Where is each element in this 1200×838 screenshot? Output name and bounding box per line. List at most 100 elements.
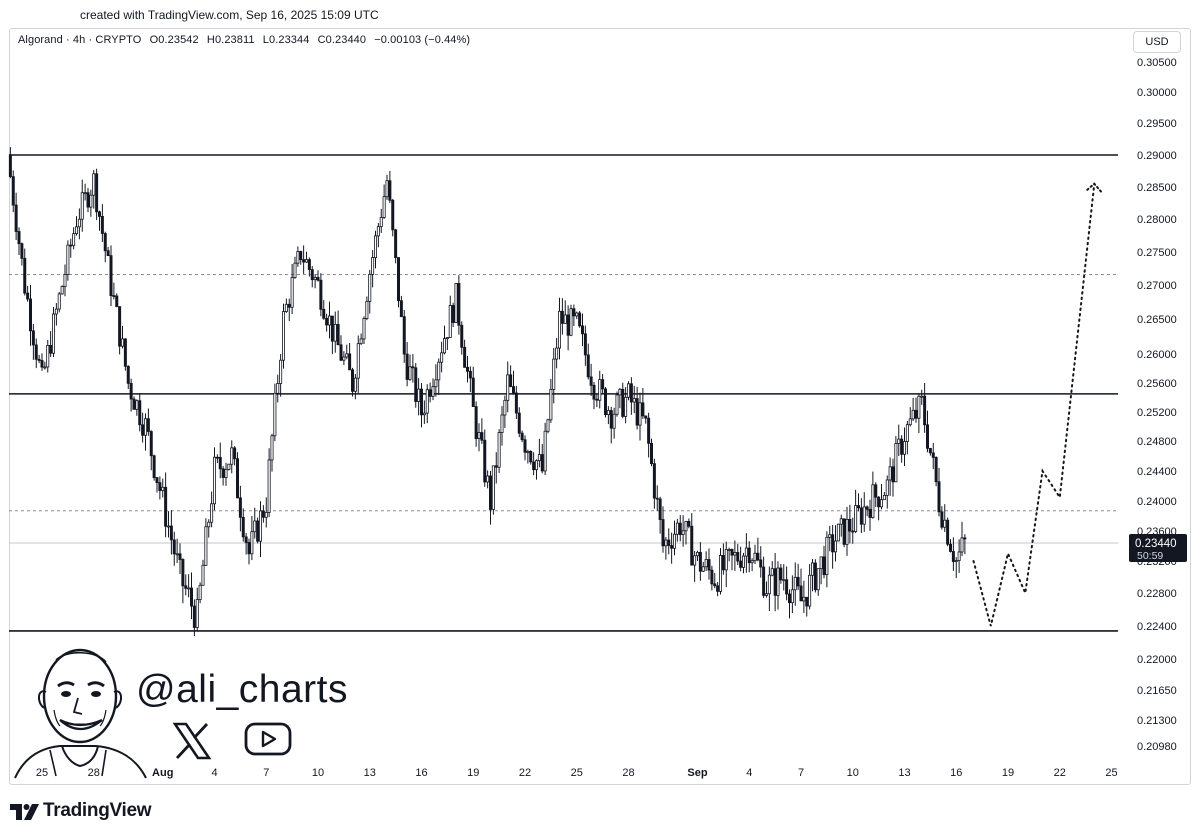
candle xyxy=(342,351,346,365)
candle xyxy=(908,407,912,427)
candle xyxy=(526,449,530,464)
candle xyxy=(825,531,829,588)
candle xyxy=(244,533,248,555)
youtube-play-icon[interactable] xyxy=(244,722,292,756)
y-tick-label: 0.29500 xyxy=(1137,118,1177,130)
candle xyxy=(187,574,191,598)
candle xyxy=(279,354,283,397)
candle xyxy=(405,341,409,387)
candle xyxy=(655,485,659,512)
candle xyxy=(652,458,656,509)
candle xyxy=(848,504,852,544)
x-tick-label: 25 xyxy=(36,767,48,779)
candle xyxy=(822,545,826,579)
candle xyxy=(307,257,311,277)
chart-frame[interactable] xyxy=(9,28,1191,785)
candle xyxy=(724,541,728,588)
x-logo-icon[interactable] xyxy=(172,722,212,760)
candle xyxy=(578,310,582,328)
candle xyxy=(523,435,527,461)
y-tick-label: 0.27500 xyxy=(1137,247,1177,259)
bar-countdown: 50:59 xyxy=(1137,550,1163,562)
candle xyxy=(149,430,153,471)
candle xyxy=(212,447,216,511)
candle xyxy=(627,381,631,401)
candle xyxy=(247,538,251,565)
candle xyxy=(963,534,967,555)
candle xyxy=(592,382,596,410)
candle xyxy=(434,364,438,397)
projection-line[interactable] xyxy=(972,182,1096,627)
candle xyxy=(227,463,231,471)
candle xyxy=(951,537,955,571)
candles xyxy=(8,147,967,636)
candle xyxy=(802,580,806,613)
candle xyxy=(770,561,774,577)
y-tick-label: 0.24000 xyxy=(1137,496,1177,508)
candle xyxy=(192,599,196,636)
candle xyxy=(796,563,800,591)
candle xyxy=(877,496,881,521)
candle xyxy=(730,548,734,571)
candle xyxy=(897,424,901,456)
candle xyxy=(189,572,193,620)
candle xyxy=(316,270,320,282)
x-tick-label: 13 xyxy=(898,767,910,779)
currency-selector[interactable]: USD xyxy=(1133,31,1181,53)
candle xyxy=(267,448,271,518)
candle xyxy=(552,347,556,404)
candle xyxy=(540,444,544,474)
candle xyxy=(143,413,147,451)
candle xyxy=(687,518,691,529)
candle xyxy=(566,305,570,351)
candle xyxy=(940,506,944,530)
candle xyxy=(753,544,757,564)
candle xyxy=(368,269,372,314)
tradingview-logo-icon xyxy=(10,804,39,820)
candle xyxy=(788,589,792,619)
candle xyxy=(388,170,392,204)
candle xyxy=(8,147,12,179)
price-levels xyxy=(9,154,1118,632)
candle xyxy=(270,433,274,472)
candle xyxy=(322,300,326,320)
candle xyxy=(126,365,130,390)
candle xyxy=(20,242,24,266)
candle xyxy=(40,353,44,371)
candle xyxy=(313,274,317,289)
candle xyxy=(348,342,352,371)
author-handle[interactable]: @ali_charts xyxy=(136,668,349,711)
candle xyxy=(546,418,550,434)
candle xyxy=(842,518,846,548)
candle xyxy=(66,240,70,281)
candle xyxy=(103,231,107,263)
legend-high: H0.23811 xyxy=(206,34,255,46)
candle xyxy=(500,406,504,446)
candle xyxy=(808,564,812,610)
candle xyxy=(612,407,616,439)
candle xyxy=(118,306,122,355)
candle xyxy=(923,382,927,433)
candle xyxy=(816,568,820,596)
candle xyxy=(233,446,237,466)
candle xyxy=(238,485,242,532)
candle xyxy=(514,385,518,420)
candle xyxy=(172,531,176,566)
candle xyxy=(14,192,18,241)
candle xyxy=(23,248,27,296)
candle xyxy=(419,382,423,428)
candle xyxy=(954,557,958,579)
candle xyxy=(549,378,553,423)
candle xyxy=(207,519,211,538)
x-tick-label: 10 xyxy=(312,767,324,779)
candle xyxy=(353,374,357,400)
candle xyxy=(465,356,469,383)
candle xyxy=(957,539,961,573)
y-tick-label: 0.30500 xyxy=(1137,57,1177,69)
candle xyxy=(684,520,688,545)
candle xyxy=(563,300,567,324)
candle xyxy=(204,518,208,566)
candle xyxy=(411,354,415,383)
candle xyxy=(673,520,677,556)
